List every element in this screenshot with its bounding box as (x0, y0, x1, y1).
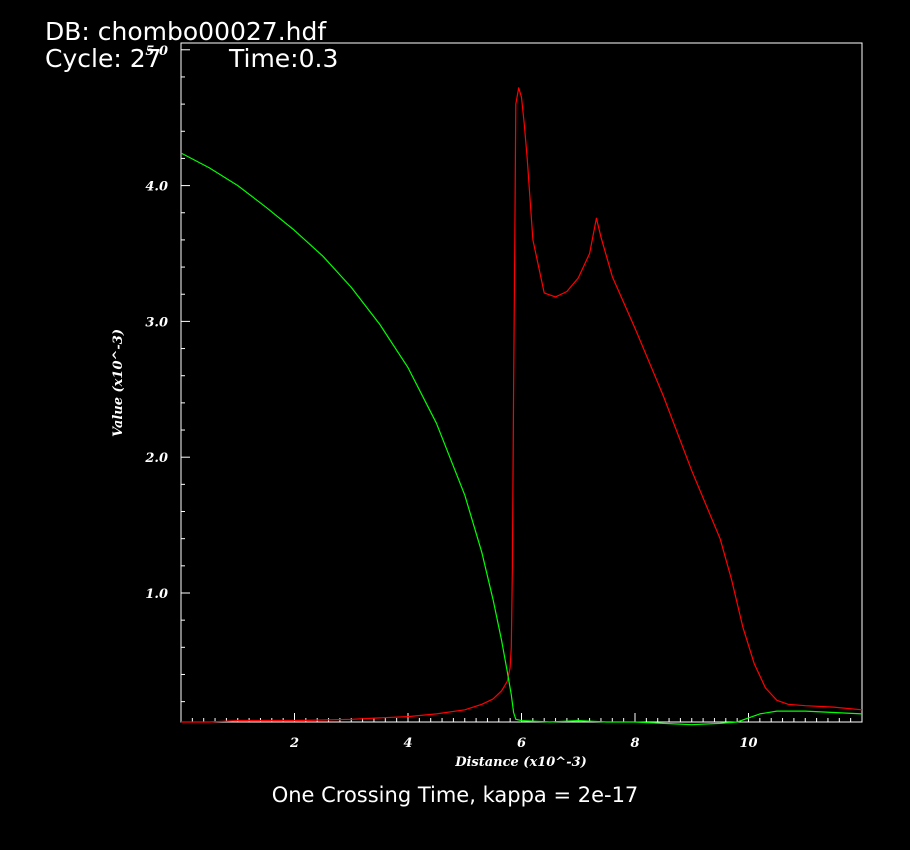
data-series (180, 87, 863, 726)
y-tick-label: 5.0 (145, 44, 168, 59)
y-tick-label: 4.0 (145, 180, 168, 195)
y-tick-label: 2.0 (144, 451, 168, 466)
x-tick-label: 8 (630, 736, 639, 751)
time-label: Time:0.3 (229, 44, 339, 73)
cycle-label: Cycle: 27 (45, 44, 162, 73)
y-tick-label: 1.0 (145, 587, 168, 602)
y-axis-title: Value (x10^-3) (111, 329, 126, 437)
y-tick-label: 3.0 (145, 315, 168, 330)
chart-caption: One Crossing Time, kappa = 2e-17 (271, 783, 639, 807)
green-series-line (180, 152, 863, 726)
x-tick-label: 2 (289, 736, 299, 751)
x-axis-title: Distance (x10^-3) (454, 755, 587, 770)
x-tick-label: 10 (739, 736, 757, 751)
plot-frame (180, 42, 863, 723)
x-tick-label: 6 (517, 736, 526, 751)
red-series-line (181, 87, 863, 723)
axis-tick-labels: 2 4 6 8 10 1.0 2.0 3.0 4.0 5.0 (144, 44, 757, 751)
database-label: DB: chombo00027.hdf (45, 17, 327, 46)
x-tick-label: 4 (403, 736, 412, 751)
